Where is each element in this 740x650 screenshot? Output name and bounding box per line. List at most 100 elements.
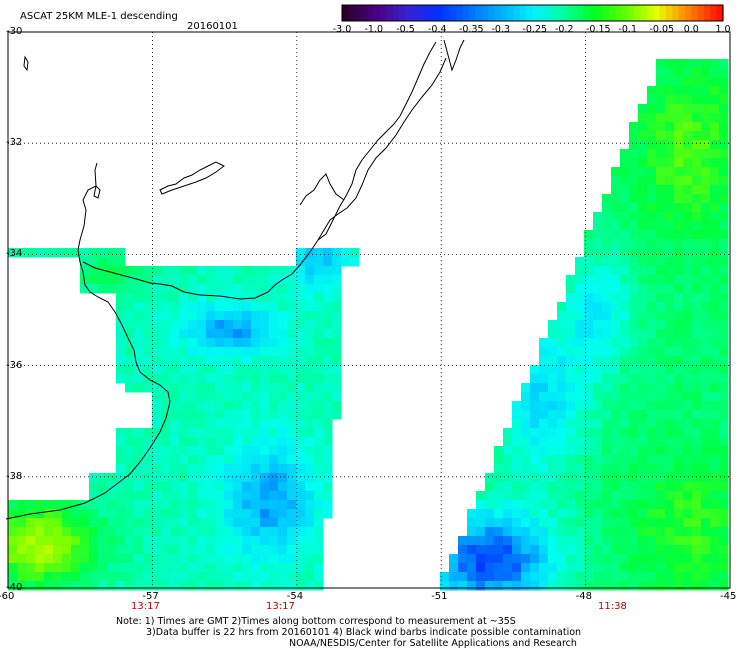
wind-cell	[584, 455, 594, 465]
colorbar-cell	[405, 5, 413, 21]
wind-cell	[233, 500, 243, 510]
wind-cell	[683, 527, 693, 537]
wind-cell	[611, 500, 621, 510]
wind-cell	[674, 545, 684, 555]
wind-cell	[260, 392, 270, 402]
wind-cell	[35, 545, 45, 555]
wind-cell	[557, 311, 567, 321]
wind-cell	[647, 563, 657, 573]
wind-cell	[620, 284, 630, 294]
wind-cell	[566, 302, 576, 312]
wind-cell	[692, 518, 702, 528]
wind-cell	[719, 149, 729, 159]
wind-cell	[602, 347, 612, 357]
wind-cell	[701, 338, 711, 348]
wind-cell	[134, 518, 144, 528]
wind-cell	[701, 77, 711, 87]
wind-cell	[701, 167, 711, 177]
wind-cell	[224, 284, 234, 294]
wind-cell	[602, 509, 612, 519]
wind-cell	[548, 347, 558, 357]
wind-cell	[251, 545, 261, 555]
wind-cell	[152, 518, 162, 528]
wind-cell	[710, 437, 720, 447]
wind-cell	[35, 509, 45, 519]
wind-cell	[638, 194, 648, 204]
wind-cell	[557, 392, 567, 402]
wind-cell	[242, 572, 252, 582]
wind-cell	[233, 437, 243, 447]
wind-cell	[674, 383, 684, 393]
colorbar-cell	[342, 5, 349, 21]
coastline	[5, 39, 465, 520]
wind-cell	[251, 518, 261, 528]
wind-cell	[134, 437, 144, 447]
wind-cell	[665, 401, 675, 411]
wind-cell	[107, 257, 117, 267]
wind-cell	[242, 275, 252, 285]
wind-cell	[188, 266, 198, 276]
wind-cell	[629, 257, 639, 267]
wind-cell	[611, 446, 621, 456]
wind-cell	[665, 185, 675, 195]
wind-cell	[692, 356, 702, 366]
wind-cell	[719, 302, 729, 312]
note-line-1: Note: 1) Times are GMT 2)Times along bot…	[116, 616, 516, 627]
wind-cell	[314, 383, 324, 393]
wind-cell	[719, 446, 729, 456]
wind-cell	[683, 311, 693, 321]
wind-cell	[575, 563, 585, 573]
wind-cell	[593, 392, 603, 402]
colorbar-cell	[570, 5, 578, 21]
wind-cell	[710, 77, 720, 87]
wind-cell	[647, 104, 657, 114]
colorbar-cell	[532, 5, 540, 21]
wind-cell	[584, 329, 594, 339]
wind-cell	[683, 356, 693, 366]
wind-cell	[665, 581, 675, 591]
wind-cell	[719, 347, 729, 357]
wind-cell	[647, 536, 657, 546]
wind-cell	[593, 581, 603, 591]
wind-cell	[278, 356, 288, 366]
wind-cell	[251, 266, 261, 276]
wind-cell	[701, 113, 711, 123]
wind-cell	[143, 545, 153, 555]
wind-cell	[719, 239, 729, 249]
wind-cell	[323, 329, 333, 339]
wind-cell	[692, 275, 702, 285]
wind-cell	[62, 500, 72, 510]
wind-cell	[242, 527, 252, 537]
wind-cell	[710, 374, 720, 384]
wind-cell	[215, 347, 225, 357]
wind-cell	[152, 275, 162, 285]
wind-cell	[557, 554, 567, 564]
wind-cell	[44, 248, 54, 258]
colorbar-cell	[475, 5, 483, 21]
wind-cell	[620, 473, 630, 483]
wind-cell	[719, 140, 729, 150]
wind-cell	[305, 572, 315, 582]
wind-cell	[602, 518, 612, 528]
wind-cell	[530, 527, 540, 537]
wind-cell	[512, 464, 522, 474]
wind-cell	[152, 455, 162, 465]
wind-cell	[548, 554, 558, 564]
wind-cell	[656, 500, 666, 510]
wind-cell	[71, 572, 81, 582]
wind-cell	[332, 383, 342, 393]
wind-cell	[656, 536, 666, 546]
colorbar-cell	[449, 5, 457, 21]
wind-cell	[98, 554, 108, 564]
wind-cell	[467, 563, 477, 573]
wind-cell	[629, 536, 639, 546]
wind-cell	[143, 266, 153, 276]
wind-cell	[287, 293, 297, 303]
wind-cell	[449, 572, 459, 582]
wind-cell	[593, 509, 603, 519]
wind-cell	[503, 536, 513, 546]
wind-cell	[602, 491, 612, 501]
wind-cell	[269, 581, 279, 591]
wind-cell	[197, 509, 207, 519]
wind-cell	[701, 230, 711, 240]
